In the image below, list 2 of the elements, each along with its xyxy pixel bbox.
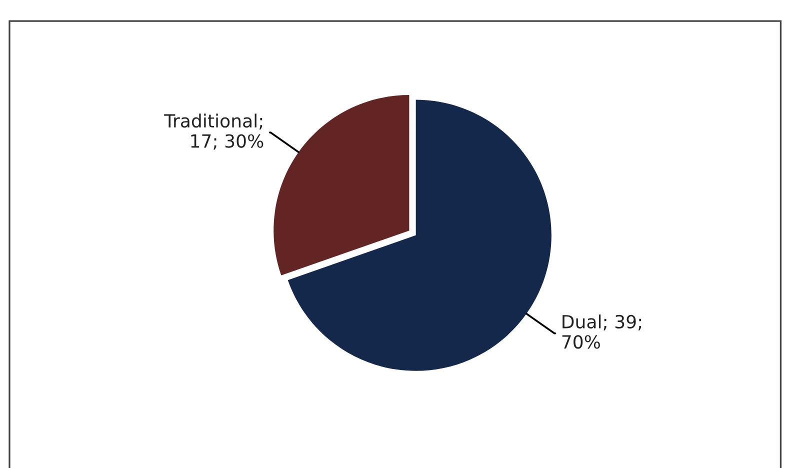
slice-label: Traditional; 17; 30% (164, 114, 264, 150)
slice-label: Dual; 39; 70% (562, 314, 642, 349)
